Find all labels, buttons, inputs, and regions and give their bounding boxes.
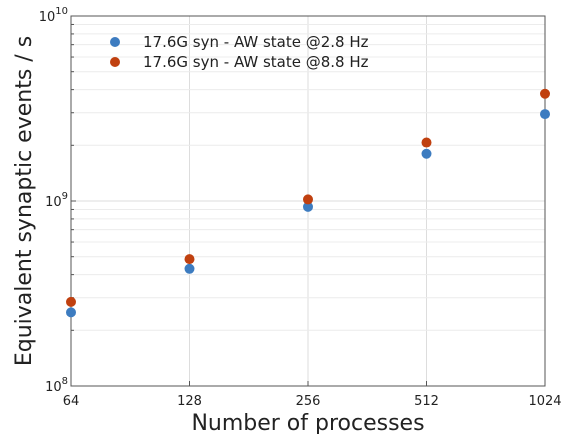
axis-ticks <box>70 23 546 387</box>
data-points <box>66 88 550 318</box>
x-tick-label: 64 <box>63 394 80 409</box>
y-tick-label: 109 <box>45 191 68 210</box>
x-tick-label: 1024 <box>528 394 561 409</box>
data-point-series-2 <box>66 296 76 307</box>
y-tick-label-base: 10 <box>39 10 56 25</box>
x-tick-label: 128 <box>177 394 202 409</box>
data-point-series-2 <box>303 194 313 205</box>
y-tick-label: 108 <box>45 376 68 395</box>
x-tick-labels: 64 128 256 512 1024 <box>63 394 562 409</box>
y-tick-label-exponent: 10 <box>55 6 68 17</box>
x-tick-label: 512 <box>414 394 439 409</box>
data-point-series-1 <box>66 307 76 318</box>
legend-label-series-1: 17.6G syn - AW state @2.8 Hz <box>143 33 369 51</box>
y-tick-label: 1010 <box>39 6 68 25</box>
data-point-series-2 <box>540 88 550 99</box>
y-tick-label-exponent: 9 <box>62 191 68 202</box>
y-tick-label-base: 10 <box>45 380 62 395</box>
legend-marker-series-1 <box>110 37 120 47</box>
data-point-series-1 <box>184 263 195 274</box>
legend-marker-series-2 <box>110 57 120 67</box>
legend-label-series-2: 17.6G syn - AW state @8.8 Hz <box>143 53 369 71</box>
y-axis-label: Equivalent synaptic events / s <box>12 36 37 366</box>
data-point-series-1 <box>421 148 432 159</box>
data-point-series-1 <box>303 201 313 212</box>
data-point-series-2 <box>184 254 195 265</box>
y-tick-label-base: 10 <box>45 195 62 210</box>
x-axis-label: Number of processes <box>191 411 424 434</box>
x-tick-label: 256 <box>296 394 321 409</box>
y-tick-label-exponent: 8 <box>62 376 68 387</box>
legend: 17.6G syn - AW state @2.8 Hz 17.6G syn -… <box>110 33 369 71</box>
data-point-series-2 <box>421 137 432 148</box>
data-point-series-1 <box>540 109 550 120</box>
